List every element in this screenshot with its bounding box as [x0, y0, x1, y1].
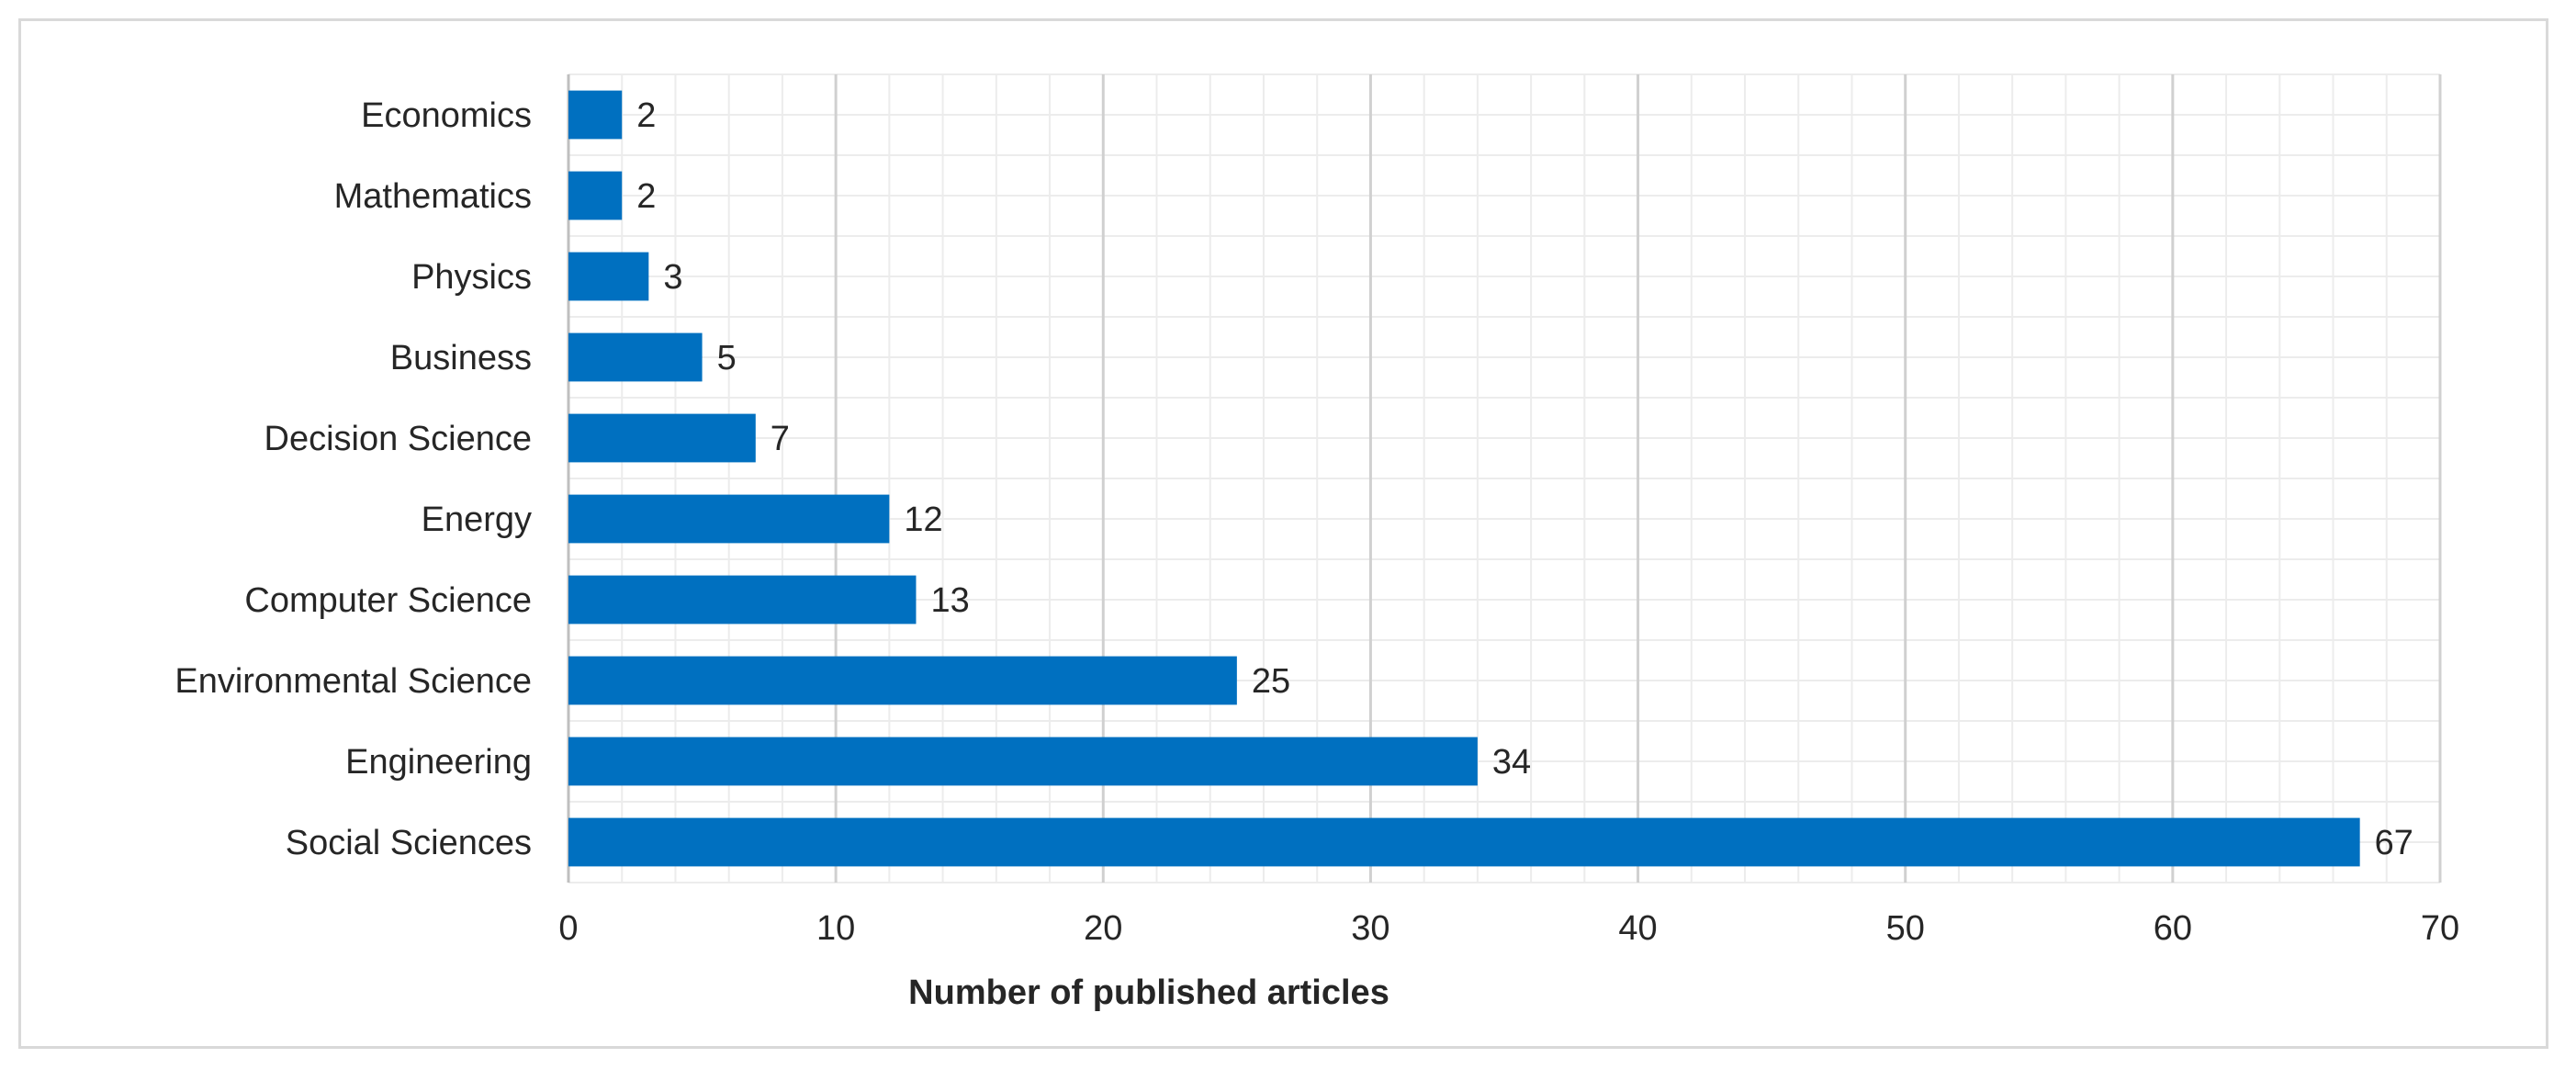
- x-tick-label: 40: [1618, 909, 1657, 948]
- x-tick-label: 50: [1886, 909, 1925, 948]
- bar-data-label: 2: [636, 177, 656, 216]
- y-category-label: Energy: [422, 501, 532, 539]
- bar: [568, 494, 890, 544]
- y-category-label: Economics: [361, 96, 532, 135]
- label-layer: 0 10 20 30 40 50 60 70 Economics 2 Mathematics 2 Phy…: [174, 96, 2459, 948]
- y-category-label: Decision Science: [264, 420, 532, 458]
- bar-layer: [568, 90, 2360, 867]
- y-category-label: Mathematics: [334, 177, 532, 216]
- bar-data-label: 12: [904, 501, 942, 539]
- bar-data-label: 3: [663, 258, 682, 297]
- x-tick-label: 60: [2154, 909, 2192, 948]
- y-category-label: Engineering: [345, 743, 532, 782]
- bar: [568, 817, 2360, 867]
- bar-data-label: 5: [717, 339, 737, 377]
- bar-data-label: 7: [771, 420, 790, 458]
- bar-chart: 0 10 20 30 40 50 60 70 Economics 2 Mathematics 2 Phy…: [174, 73, 2459, 1012]
- chart-frame: 0 10 20 30 40 50 60 70 Economics 2 Mathematics 2 Phy…: [18, 18, 2548, 1049]
- x-tick-label: 30: [1351, 909, 1389, 948]
- bar-data-label: 67: [2375, 824, 2413, 862]
- x-tick-label: 10: [816, 909, 855, 948]
- x-tick-label: 70: [2421, 909, 2459, 948]
- x-tick-label: 0: [558, 909, 578, 948]
- y-category-label: Computer Science: [244, 581, 532, 620]
- bar: [568, 252, 649, 301]
- bar-data-label: 13: [930, 581, 969, 620]
- x-tick-label: 20: [1084, 909, 1122, 948]
- bar-data-label: 2: [636, 96, 656, 135]
- bar-data-label: 34: [1492, 743, 1531, 782]
- bar: [568, 575, 917, 625]
- bar: [568, 737, 1478, 786]
- y-category-label: Social Sciences: [286, 824, 532, 862]
- bar: [568, 332, 703, 382]
- y-category-label: Physics: [411, 258, 532, 297]
- bar: [568, 171, 623, 220]
- grid-layer: [567, 73, 2442, 883]
- x-axis-title: Number of published articles: [908, 973, 1389, 1012]
- bar-data-label: 25: [1252, 662, 1290, 701]
- y-category-label: Business: [390, 339, 532, 377]
- y-category-label: Environmental Science: [174, 662, 532, 701]
- bar: [568, 656, 1237, 705]
- bar: [568, 413, 756, 463]
- bar: [568, 90, 623, 140]
